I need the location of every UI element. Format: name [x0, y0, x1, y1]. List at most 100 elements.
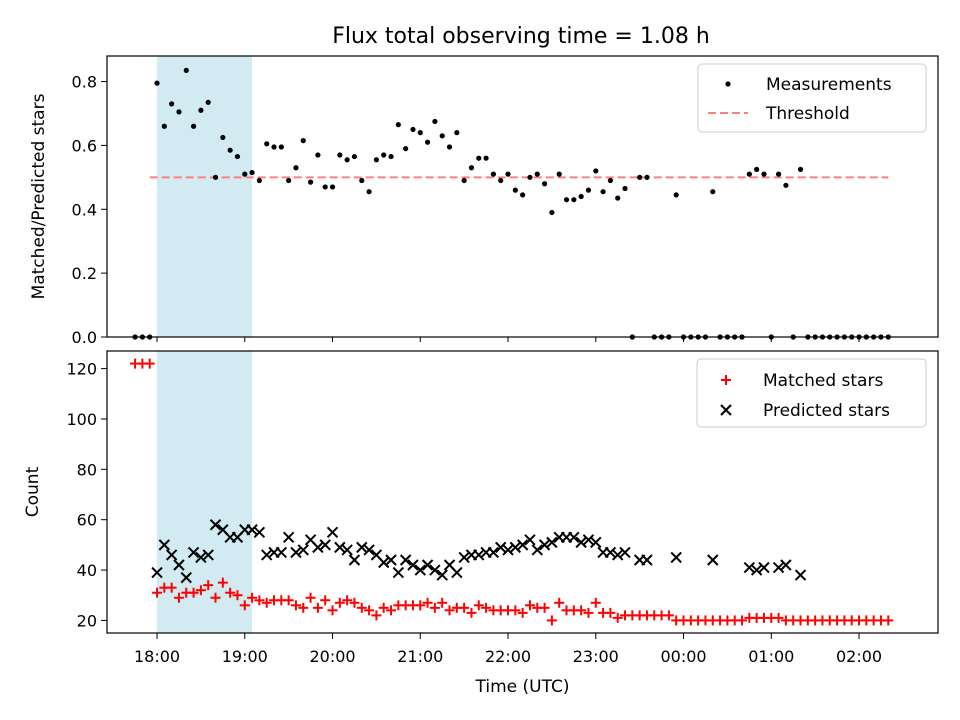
bottom-xlabel: Time (UTC)	[475, 677, 570, 697]
measurement-point	[176, 109, 182, 115]
measurement-point	[212, 174, 219, 180]
predicted-star-point	[158, 539, 171, 551]
predicted-star-point	[495, 541, 507, 554]
measurement-point	[527, 174, 533, 180]
matched-star-point	[459, 602, 470, 613]
measurement-point	[410, 126, 416, 133]
matched-star-point	[261, 597, 272, 608]
bottom-xtick-label: 19:00	[222, 647, 268, 666]
matched-star-point	[188, 587, 199, 598]
matched-star-point	[466, 607, 477, 618]
predicted-star-point	[392, 566, 405, 579]
measurement-point	[490, 171, 496, 177]
predicted-star-point	[356, 541, 368, 554]
measurement-point	[242, 171, 248, 177]
predicted-star-point	[246, 524, 258, 536]
measurement-point	[300, 138, 306, 144]
predicted-star-point	[363, 544, 375, 556]
predicted-star-point	[202, 549, 214, 561]
bottom-ytick-label: 100	[66, 410, 97, 429]
measurement-point	[322, 184, 328, 190]
legend-predicted-marker	[720, 404, 732, 416]
matched-star-point	[239, 600, 250, 611]
predicted-star-point	[253, 526, 266, 538]
bottom-ytick-label: 60	[77, 511, 97, 530]
measurement-point	[417, 130, 423, 136]
bottom-legend-box	[696, 358, 927, 428]
predicted-star-point	[378, 556, 390, 569]
predicted-star-point	[641, 554, 653, 566]
top-ytick-label: 0.0	[72, 328, 97, 347]
bottom-xtick-label: 00:00	[660, 647, 706, 666]
measurement-point	[359, 177, 365, 184]
matched-star-point	[429, 602, 440, 613]
measurement-point	[234, 153, 241, 160]
matched-star-point	[166, 582, 177, 593]
matched-star-point	[327, 605, 338, 616]
measurement-point	[446, 144, 453, 150]
predicted-star-point	[421, 559, 434, 571]
predicted-star-point	[165, 549, 178, 561]
predicted-star-point	[297, 544, 309, 556]
measurement-point	[637, 174, 643, 180]
measurement-point	[337, 152, 343, 158]
predicted-star-point	[750, 564, 763, 576]
matched-star-point	[342, 595, 353, 606]
measurement-point	[329, 184, 336, 190]
matched-star-point	[773, 612, 784, 623]
predicted-star-point	[575, 536, 587, 549]
matched-star-point	[663, 610, 674, 621]
matched-star-point	[444, 605, 455, 616]
matched-star-point	[612, 612, 623, 623]
matched-star-point	[152, 587, 163, 598]
measurement-point	[644, 174, 650, 180]
observing-window-shade	[157, 56, 253, 337]
matched-star-point	[378, 602, 389, 613]
matched-star-point	[298, 602, 309, 613]
matched-star-point	[437, 597, 448, 608]
measurement-point	[607, 177, 613, 184]
matched-star-point	[386, 605, 397, 616]
predicted-star-point	[568, 531, 580, 544]
measurement-point	[498, 177, 504, 184]
legend-measurement-marker	[725, 81, 731, 87]
measurement-point	[249, 169, 255, 176]
measurement-point	[264, 141, 270, 147]
top-panel: 0.0 0.2 0.4 0.6 0.8 Matched/Predicted stars M…	[29, 55, 939, 347]
measurement-point	[403, 146, 409, 152]
matched-star-point	[364, 605, 375, 616]
measurement-point	[373, 157, 379, 163]
measurement-point	[271, 144, 277, 150]
predicted-star-point	[341, 544, 353, 556]
bottom-xtick-label: 22:00	[485, 647, 531, 666]
matched-star-point	[247, 592, 258, 603]
measurement-point	[395, 122, 401, 128]
predicted-star-point	[780, 559, 792, 571]
matched-star-point	[290, 600, 301, 611]
measurement-point	[520, 192, 526, 198]
matched-star-point	[473, 600, 484, 611]
measurement-point	[615, 195, 621, 201]
measurement-point	[505, 171, 511, 177]
measurement-point	[783, 182, 789, 188]
measurement-point	[351, 153, 358, 160]
measurement-point	[673, 192, 679, 198]
matched-star-point	[554, 597, 565, 608]
measurement-point	[307, 179, 314, 185]
matched-star-point	[546, 615, 557, 626]
predicted-star-point	[195, 551, 207, 564]
predicted-star-point	[772, 561, 785, 574]
measurement-point	[578, 193, 584, 200]
bottom-xtick-label: 20:00	[309, 647, 355, 666]
matched-star-point	[415, 600, 426, 611]
matched-star-point	[203, 580, 214, 591]
predicted-star-point	[436, 569, 448, 581]
predicted-star-point	[348, 554, 361, 566]
matched-star-point	[349, 597, 360, 608]
matched-star-point	[210, 592, 221, 603]
matched-star-point	[225, 587, 236, 598]
predicted-star-point	[590, 536, 602, 549]
measurement-point	[190, 123, 197, 129]
top-axes-frame	[106, 55, 939, 338]
